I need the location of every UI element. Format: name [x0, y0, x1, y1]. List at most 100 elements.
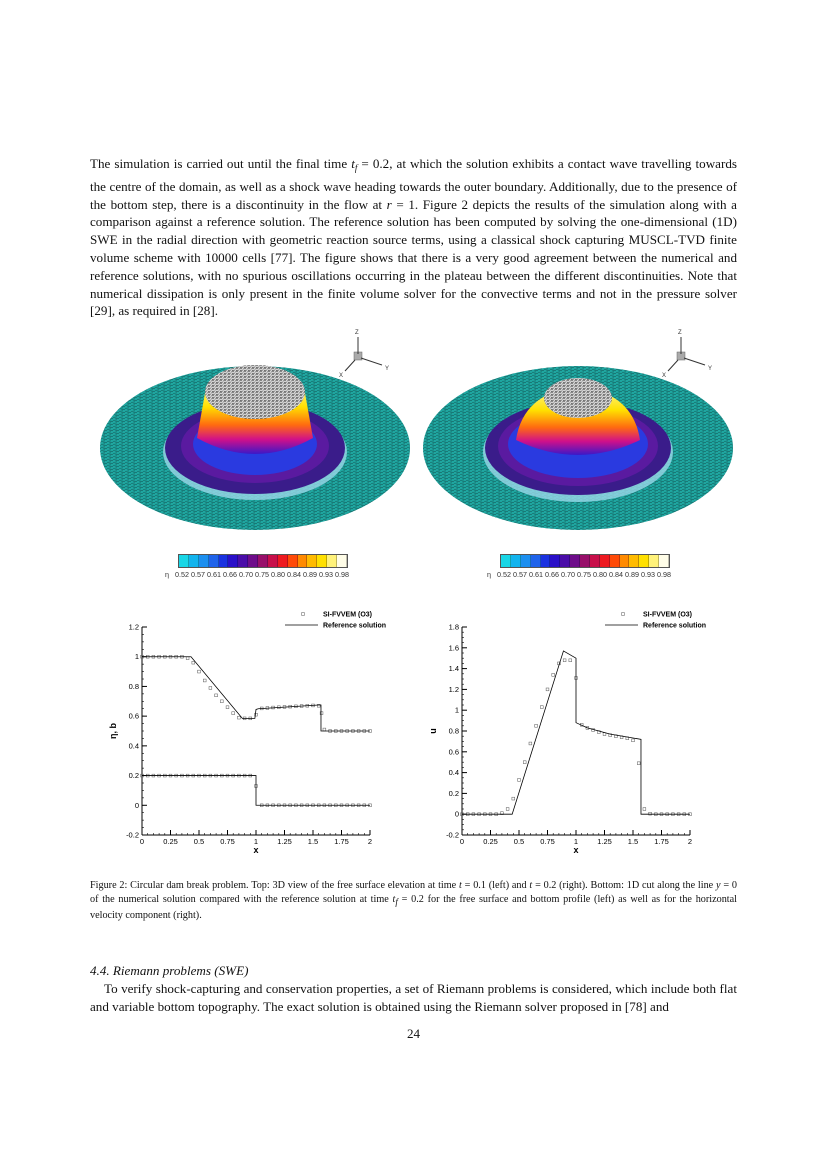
- colorbar-left: η 0.52 0.57 0.61 0.66 0.70 0.75 0.80 0.8…: [165, 554, 349, 579]
- colorbar-right: η 0.52 0.57 0.61 0.66 0.70 0.75 0.80 0.8…: [487, 554, 671, 579]
- numerical-data-point: [637, 761, 641, 765]
- colorbar-tick-label: 0.84: [287, 570, 303, 579]
- math-symbol: y: [716, 880, 721, 891]
- x-tick-label: 1.75: [654, 837, 669, 846]
- colorbar-cell: [179, 555, 189, 567]
- figure-caption: Figure 2: Circular dam break problem. To…: [90, 879, 737, 924]
- z-axis-label: Z: [355, 330, 359, 336]
- numerical-data-point: [534, 724, 538, 728]
- colorbar-cell: [501, 555, 511, 567]
- numerical-data-point: [191, 661, 195, 665]
- x-axis-label: X: [662, 373, 666, 379]
- legend: SI-FVVEM (O3) Reference solution: [285, 612, 386, 630]
- colorbar-tick-label: 0.70: [239, 570, 255, 579]
- y-tick-label: 0.8: [129, 682, 139, 691]
- reference-solution-line: [462, 650, 690, 815]
- x-tick-label: 0.25: [483, 837, 498, 846]
- x-tick-label: 0: [460, 837, 464, 846]
- y-tick-label: 0.2: [129, 771, 139, 780]
- y-tick-label: 0: [135, 801, 139, 810]
- reference-solution-line: [142, 656, 370, 732]
- colorbar-tick-label: 0.52: [497, 570, 513, 579]
- colorbar-cell: [580, 555, 590, 567]
- y-tick-label: 0.4: [129, 741, 139, 750]
- y-tick-label: -0.2: [126, 831, 139, 840]
- text-run: To verify shock-capturing and conservati…: [90, 981, 737, 1014]
- colorbar-cell: [188, 555, 199, 567]
- y-tick-label: 1: [455, 706, 459, 715]
- colorbar-cell: [570, 555, 580, 567]
- colorbar-cell: [337, 555, 347, 567]
- y-axis-label: Y: [708, 366, 712, 372]
- numerical-data-point: [642, 807, 647, 811]
- colorbar-tick-label: 0.93: [641, 570, 657, 579]
- colorbar-cell: [238, 555, 249, 567]
- colorbar-cell: [198, 555, 209, 567]
- colorbar-cell: [639, 555, 650, 567]
- colorbar-tick-label: 0.66: [223, 570, 239, 579]
- x-tick-label: 0.25: [163, 837, 178, 846]
- text-run: = 0 of the numerical solution compared w…: [90, 880, 737, 906]
- colorbar-cell: [589, 555, 600, 567]
- numerical-data-point: [528, 741, 533, 746]
- math-symbol: t: [392, 894, 396, 906]
- numerical-data-point: [505, 807, 510, 811]
- numerical-data-point: [631, 738, 635, 743]
- x-tick-label: 2: [688, 837, 692, 846]
- numerical-data-point: [208, 686, 213, 690]
- colorbar-cell: [520, 555, 531, 567]
- numerical-data-point: [197, 669, 201, 674]
- numerical-data-point: [648, 812, 652, 816]
- reference-solution-line: [142, 775, 370, 806]
- numerical-data-point: [523, 760, 527, 764]
- colorbar-tick-label: 0.52: [175, 570, 191, 579]
- colorbar-scale: [500, 554, 670, 568]
- page-number: 24: [406, 1026, 421, 1041]
- numerical-data-point: [540, 705, 544, 709]
- x-tick-label: 1.25: [277, 837, 292, 846]
- colorbar-cell: [208, 555, 219, 567]
- text-run: = 0.2, at which the solution exhibits a …: [90, 156, 737, 212]
- y-tick-label: 1.6: [449, 643, 459, 652]
- numerical-data-point: [568, 658, 572, 662]
- y-tick-label: 1.8: [449, 623, 459, 632]
- colorbar-tick-label: 0.80: [593, 570, 609, 579]
- numerical-data-point: [317, 704, 321, 708]
- x-tick-label: 0.75: [220, 837, 235, 846]
- colorbar-cell: [649, 555, 659, 567]
- colorbar-cell: [540, 555, 551, 567]
- colorbar-labels: η 0.52 0.57 0.61 0.66 0.70 0.75 0.80 0.8…: [487, 570, 671, 579]
- colorbar-cell: [218, 555, 229, 567]
- x-tick-label: 2: [368, 837, 372, 846]
- colorbar-tick-label: 0.89: [303, 570, 319, 579]
- numerical-data-point: [237, 715, 241, 720]
- dome-top: [544, 378, 612, 418]
- legend-marker-icon: [301, 612, 305, 616]
- legend-label-reference: Reference solution: [643, 623, 706, 630]
- colorbar-tick-label: 0.57: [191, 570, 207, 579]
- numerical-data-point: [220, 699, 224, 703]
- colorbar-cell: [327, 555, 337, 567]
- x-tick-label: 1.5: [308, 837, 318, 846]
- surface-3d-view-t02: Z Y X: [423, 330, 733, 530]
- y-tick-label: 1.2: [449, 685, 459, 694]
- x-tick-label: 0.5: [194, 837, 204, 846]
- colorbar-tick-label: 0.57: [513, 570, 529, 579]
- dome-top: [205, 365, 305, 419]
- colorbar-cell: [267, 555, 278, 567]
- numerical-data-point: [185, 656, 190, 660]
- colorbar-tick-label: 0.98: [657, 570, 671, 579]
- axis-triad: Z Y X: [339, 330, 389, 379]
- y-axis-line: [683, 357, 706, 366]
- text-run: = 1. Figure 2 depicts the results of the…: [90, 196, 737, 319]
- y-axis-label: u: [428, 728, 438, 734]
- x-axis-label: X: [339, 373, 343, 379]
- colorbar-tick-label: 0.66: [545, 570, 561, 579]
- colorbar-tick-label: 0.61: [207, 570, 223, 579]
- y-tick-label: -0.2: [446, 831, 459, 840]
- math-symbol: t: [459, 880, 462, 891]
- colorbar-tick-label: 0.84: [609, 570, 625, 579]
- colorbar-cell: [258, 555, 268, 567]
- numerical-data-point: [517, 778, 521, 782]
- math-symbol: f: [354, 163, 358, 173]
